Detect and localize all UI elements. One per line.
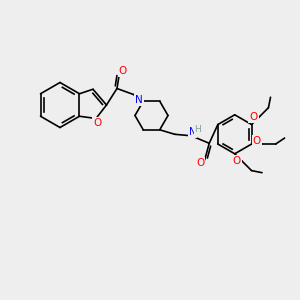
Text: O: O bbox=[232, 156, 241, 166]
Text: O: O bbox=[93, 118, 102, 128]
Text: N: N bbox=[189, 127, 196, 137]
Text: O: O bbox=[196, 158, 204, 168]
Text: O: O bbox=[249, 112, 258, 122]
Text: O: O bbox=[253, 136, 261, 146]
Text: O: O bbox=[119, 65, 127, 76]
Text: H: H bbox=[194, 125, 201, 134]
Text: N: N bbox=[135, 95, 142, 105]
